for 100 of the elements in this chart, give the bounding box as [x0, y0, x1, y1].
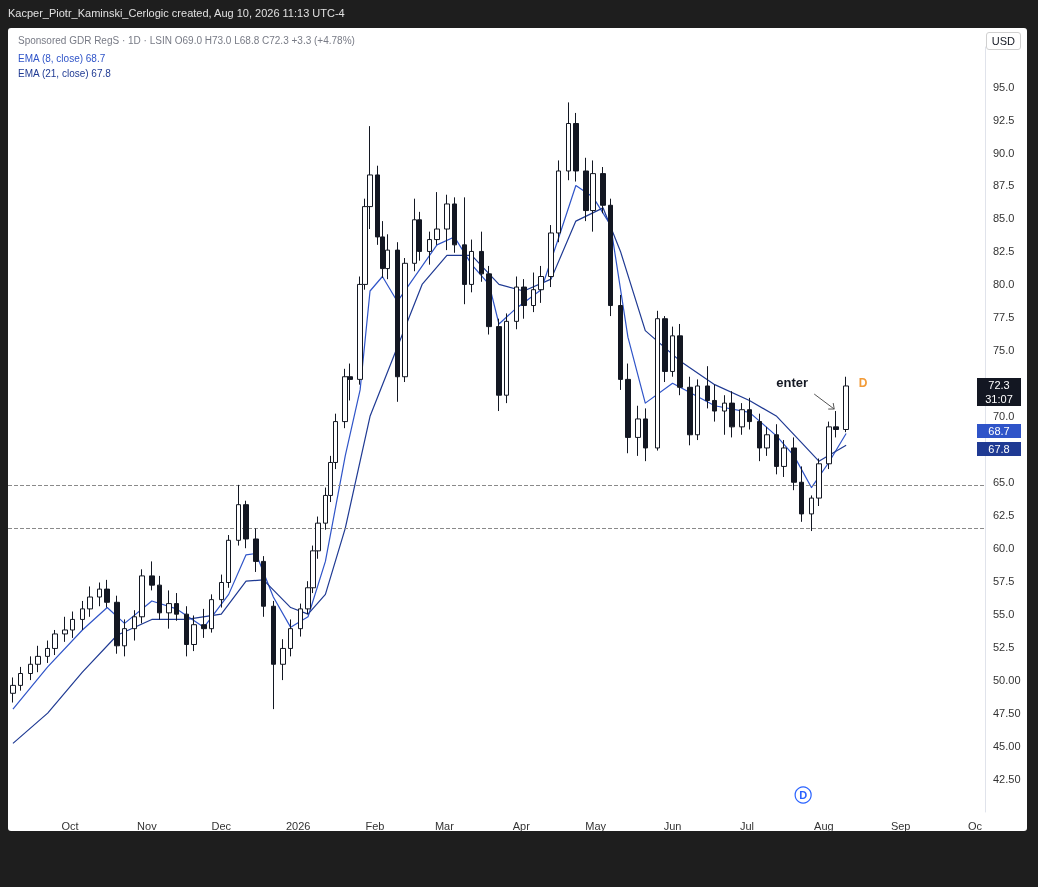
- chart-title: Kacper_Piotr_Kaminski_Cerlogic created, Aug 10, 2026 11:13 UTC-4: [8, 7, 345, 19]
- x-tick-label: Oc: [968, 819, 983, 832]
- candlestick: [556, 159, 561, 243]
- candlestick: [261, 555, 266, 618]
- candlestick: [87, 585, 93, 618]
- candlestick: [705, 365, 710, 409]
- x-tick-label: Dec: [211, 819, 232, 832]
- candlestick: [655, 310, 660, 452]
- y-tick-label: 62.5: [993, 509, 1015, 522]
- x-tick-label: May: [585, 819, 607, 832]
- candlestick: [288, 618, 293, 657]
- y-axis-title: USD: [985, 32, 1021, 50]
- candlestick: [514, 276, 519, 330]
- candlestick: [444, 194, 450, 251]
- candlestick: [662, 315, 668, 383]
- y-tick-label: 95.0: [993, 80, 1015, 93]
- candlestick: [280, 638, 286, 681]
- candlestick: [452, 196, 457, 254]
- candlestick: [600, 166, 606, 214]
- candlestick: [122, 618, 127, 657]
- candlestick: [712, 384, 717, 423]
- candlestick: [253, 527, 259, 573]
- candlestick: [695, 378, 700, 441]
- candlestick: [608, 198, 613, 317]
- candlestick: [791, 436, 797, 491]
- y-tick-label: 52.5: [993, 641, 1015, 654]
- candlestick: [402, 257, 408, 383]
- candlestick: [566, 101, 571, 181]
- candlestick: [729, 390, 735, 438]
- y-tick-label: 55.0: [993, 608, 1015, 621]
- candlestick: [395, 241, 400, 403]
- candlestick: [298, 603, 303, 638]
- y-tick-label: 42.50: [993, 773, 1021, 786]
- candlestick: [236, 484, 241, 547]
- candlestick: [219, 574, 224, 609]
- y-tick-label: 47.50: [993, 707, 1021, 720]
- candlestick: [538, 265, 544, 304]
- candlestick: [18, 666, 23, 692]
- y-tick-label: 50.00: [993, 674, 1021, 687]
- candlestick: [226, 534, 231, 589]
- candlestick: [114, 595, 120, 655]
- candlestick: [504, 312, 509, 404]
- candlestick: [80, 600, 85, 631]
- candlestick: [816, 458, 822, 507]
- x-tick-label: 2026: [285, 819, 311, 832]
- candlestick: [209, 593, 214, 634]
- candlestick: [70, 611, 75, 639]
- x-tick-label: Oct: [61, 819, 79, 832]
- annotation: 67.8: [91, 68, 111, 79]
- candlestick: [97, 582, 102, 607]
- y-tick-label: 60.0: [993, 542, 1015, 555]
- candlestick: [184, 605, 189, 657]
- candlestick: [427, 231, 432, 266]
- candlestick: [548, 224, 554, 288]
- candlestick: [62, 616, 68, 643]
- annotation: 68.7: [85, 53, 106, 64]
- candlestick: [670, 326, 675, 378]
- y-tick-label: 57.5: [993, 575, 1015, 588]
- y-tick-label: 77.5: [993, 311, 1015, 324]
- y-tick-label: 70.0: [993, 410, 1015, 423]
- candlestick: [764, 426, 770, 457]
- candlestick: [687, 376, 693, 446]
- y-tick-label: 90.0: [993, 146, 1015, 159]
- y-tick-label: 65.0: [993, 476, 1015, 489]
- candlestick: [157, 575, 162, 620]
- annotation: enter: [776, 374, 809, 390]
- candlestick: [747, 397, 752, 430]
- x-tick-label: Mar: [434, 819, 455, 832]
- candlestick: [531, 272, 536, 313]
- candlestick: [496, 318, 502, 412]
- candlestick: [45, 640, 50, 664]
- candlestick: [166, 589, 172, 630]
- candlestick: [521, 278, 527, 320]
- candlestick: [271, 600, 276, 710]
- candlestick: [174, 592, 179, 622]
- candlestick: [191, 614, 197, 652]
- y-tick-label: 92.5: [993, 113, 1015, 126]
- candlestick: [201, 608, 207, 639]
- candlestick: [573, 112, 579, 183]
- x-tick-label: Feb: [365, 819, 385, 832]
- text: EMA (8, close): [18, 53, 85, 64]
- y-tick-label: 82.5: [993, 245, 1015, 258]
- candlestick: [35, 645, 41, 673]
- candlestick: [462, 196, 467, 305]
- x-tick-label: Nov: [137, 819, 158, 832]
- candlestick: [799, 465, 804, 523]
- y-tick-label: 85.0: [993, 212, 1015, 225]
- candlestick: [469, 239, 474, 293]
- candlestick: [434, 191, 440, 246]
- candlestick: [781, 439, 787, 478]
- candlestick: [739, 402, 745, 436]
- candlestick: [243, 500, 249, 549]
- x-tick-label: Sep: [890, 819, 911, 832]
- candlestick: [757, 413, 762, 462]
- x-tick-label: Aug: [814, 819, 834, 832]
- candlestick: [774, 423, 779, 475]
- candlestick: [809, 494, 814, 532]
- y-tick-label: 80.0: [993, 278, 1015, 291]
- chart-subtitle: Sponsored GDR RegS · 1D · LSIN O69.0 H73.0 L68.8 C72.3 +3.3 (+4.78%): [18, 35, 355, 46]
- candlestick: [132, 609, 137, 642]
